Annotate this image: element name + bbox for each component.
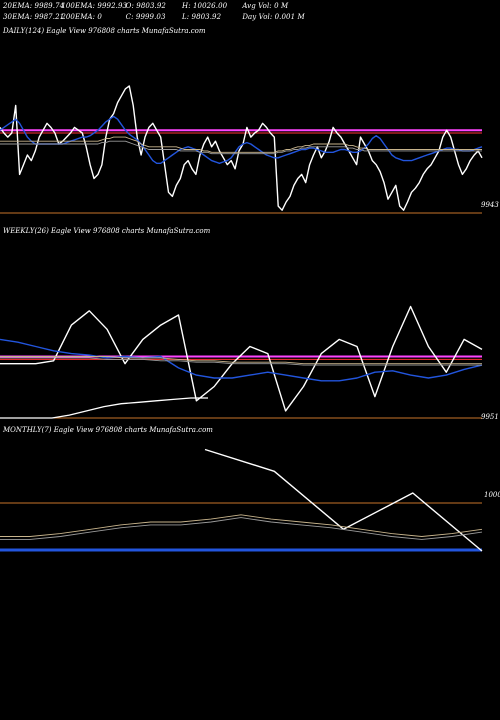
series-ma_grey-2 xyxy=(0,517,483,540)
series-ma_tan-0 xyxy=(0,136,482,153)
high-value: H: 10026.00 xyxy=(181,2,228,10)
series-price-1 xyxy=(0,305,483,412)
series-ma_grey-1 xyxy=(0,357,482,366)
series-ma_tan-2 xyxy=(0,514,483,537)
series-price-2 xyxy=(204,448,483,552)
monthly-panel-title: MONTHLY(7) Eagle View 976808 charts Muna… xyxy=(3,426,213,434)
ema200-value: 200EMA: 0 xyxy=(61,13,102,21)
low-value: L: 9803.92 xyxy=(181,13,222,21)
weekly-panel-title: WEEKLY(26) Eagle View 976808 charts Muna… xyxy=(3,227,211,235)
weekly-right-label: 9951 xyxy=(481,413,499,421)
panel-2 xyxy=(0,448,483,552)
series-price-0 xyxy=(0,85,483,211)
panel-0 xyxy=(0,85,483,214)
header-row-2: 30EMA: 9987.21 200EMA: 0 C: 9999.03 L: 9… xyxy=(3,13,305,21)
series-ma_tan-1 xyxy=(0,356,482,365)
ema100-value: 100EMA: 9992.93 xyxy=(61,2,128,10)
ema30-value: 30EMA: 9987.21 xyxy=(3,13,65,21)
daily-right-label: 9943 xyxy=(481,201,499,209)
open-value: O: 9803.92 xyxy=(125,2,166,10)
daily-panel-title: DAILY(124) Eagle View 976808 charts Muna… xyxy=(3,27,206,35)
avg-vol-value: Avg Vol: 0 M xyxy=(242,2,289,10)
series-ema_blue-0 xyxy=(0,115,483,165)
close-value: C: 9999.03 xyxy=(125,13,166,21)
header-row-1: 20EMA: 9989.74 100EMA: 9992.93 O: 9803.9… xyxy=(3,2,288,10)
day-vol-value: Day Vol: 0.001 M xyxy=(242,13,305,21)
series-ema_blue-1 xyxy=(0,338,483,382)
series-baseline-1 xyxy=(0,397,208,419)
ema20-value: 20EMA: 9989.74 xyxy=(3,2,65,10)
monthly-right-label: 10000 xyxy=(484,491,500,499)
series-ma_grey-0 xyxy=(0,140,482,155)
panel-1 xyxy=(0,305,483,419)
